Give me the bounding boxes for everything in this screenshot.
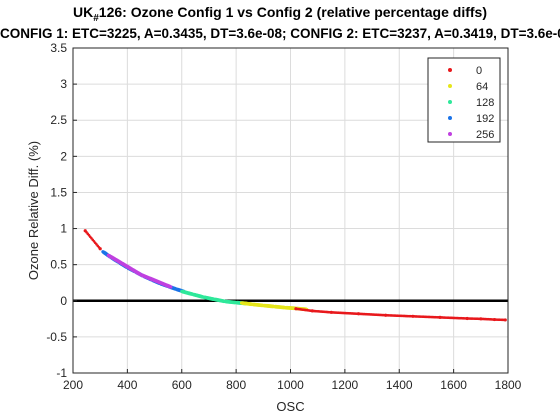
legend-marker-256 xyxy=(448,132,452,136)
legend-label-64: 64 xyxy=(476,81,488,93)
points-layer xyxy=(83,229,507,322)
y-tick-label: 3.5 xyxy=(50,41,67,55)
x-tick-label: 800 xyxy=(226,378,246,392)
data-point-fill xyxy=(464,317,468,320)
chart-subtitle-text: CONFIG 1: ETC=3225, A=0.3435, DT=3.6e-08… xyxy=(0,26,560,41)
x-tick-label: 1600 xyxy=(440,378,467,392)
chart-title-prefix: UK xyxy=(73,4,94,20)
data-point-fill xyxy=(355,312,359,316)
y-tick-label: -1 xyxy=(56,366,67,380)
legend-marker-128 xyxy=(448,100,452,104)
series-0 xyxy=(83,229,507,322)
x-tick-label: 1400 xyxy=(386,378,413,392)
y-tick-label: 1.5 xyxy=(50,185,67,199)
chart-title-subscript: # xyxy=(93,12,99,24)
data-point-fill xyxy=(309,309,313,313)
legend-marker-192 xyxy=(448,116,452,120)
data-point-fill xyxy=(97,245,101,249)
x-tick-label: 1800 xyxy=(495,378,522,392)
x-tick-label: 1000 xyxy=(277,378,304,392)
data-point-fill xyxy=(491,318,495,321)
y-tick-label: 2 xyxy=(60,149,67,163)
legend-box xyxy=(427,57,501,143)
data-point-fill xyxy=(502,318,506,322)
x-axis-label: OSC xyxy=(276,399,304,414)
legend-label-192: 192 xyxy=(476,113,494,125)
y-tick-label: 0 xyxy=(60,294,67,308)
x-tick-label: 200 xyxy=(63,378,83,392)
series-128 xyxy=(180,289,249,306)
chart-subtitle: CONFIG 1: ETC=3225, A=0.3435, DT=3.6e-08… xyxy=(0,26,560,41)
x-tick-label: 1200 xyxy=(332,378,359,392)
ticks-layer: 200 400 600 800 1000 1200 1400 1600 1800-1-0.500… xyxy=(46,41,521,392)
x-tick-label: 600 xyxy=(172,378,192,392)
data-point-fill xyxy=(437,316,441,319)
y-tick-label: 1 xyxy=(60,222,67,236)
data-point-fill xyxy=(328,310,332,314)
legend-label-128: 128 xyxy=(476,97,494,109)
series-256 xyxy=(106,253,173,289)
data-point-fill xyxy=(383,313,386,317)
data-point-fill xyxy=(167,284,172,289)
legend-label-0: 0 xyxy=(476,65,482,77)
y-tick-label: 0.5 xyxy=(50,258,67,272)
y-tick-label: -0.5 xyxy=(46,330,67,344)
x-tick-label: 400 xyxy=(117,378,137,392)
chart-title-suffix: 126: Ozone Config 1 vs Config 2 (relativ… xyxy=(98,4,487,20)
legend-label-256: 256 xyxy=(476,129,494,141)
legend-marker-64 xyxy=(448,84,452,88)
y-tick-label: 2.5 xyxy=(50,113,67,127)
data-point-fill xyxy=(478,317,481,321)
y-tick-label: 3 xyxy=(60,77,67,91)
data-point-fill xyxy=(410,314,413,318)
legend: 0 64 128 192 256 xyxy=(427,57,501,143)
legend-marker-0 xyxy=(448,68,452,72)
chart-title: UK#126: Ozone Config 1 vs Config 2 (rela… xyxy=(0,4,560,24)
y-axis-label: Ozone Relative Diff. (%) xyxy=(26,141,41,280)
